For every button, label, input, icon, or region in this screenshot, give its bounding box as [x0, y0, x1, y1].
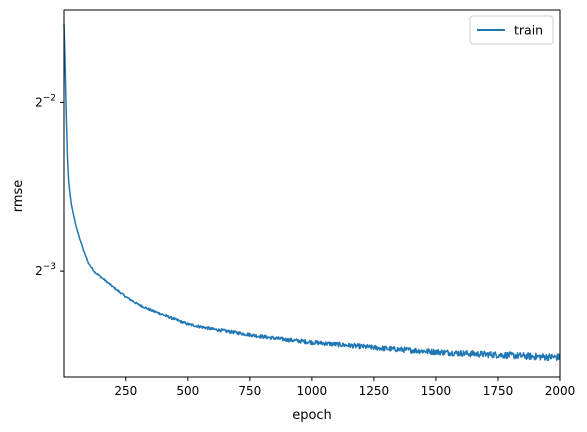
legend-label-train: train: [514, 23, 543, 38]
series-line-train: [63, 24, 561, 362]
y-axis: 2−2 2−3: [35, 93, 64, 278]
x-tick-label: 500: [176, 384, 199, 398]
x-tick-label: 1500: [421, 384, 452, 398]
x-tick-label: 1750: [483, 384, 514, 398]
legend: train: [469, 15, 554, 45]
x-axis: 250 500 750 1000 1250 1500 1750 2000: [114, 377, 575, 398]
y-axis-label: rmse: [11, 180, 26, 213]
x-tick-label: 2000: [545, 384, 576, 398]
x-axis-label: epoch: [292, 408, 332, 423]
legend-box: [469, 15, 554, 45]
x-tick-label: 750: [238, 384, 261, 398]
x-tick-label: 1000: [297, 384, 328, 398]
x-tick-label: 250: [114, 384, 137, 398]
series-layer: [63, 24, 561, 362]
x-tick-label: 1250: [359, 384, 390, 398]
y-tick-label: 2−2: [35, 93, 56, 109]
y-tick-label: 2−3: [35, 262, 56, 278]
